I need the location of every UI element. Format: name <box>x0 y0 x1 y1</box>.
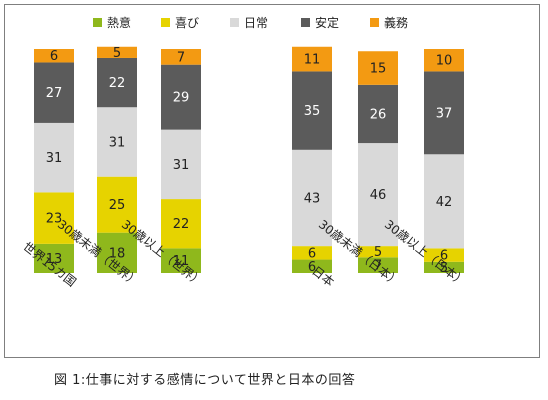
data-label: 27 <box>46 86 63 101</box>
data-label: 37 <box>436 106 453 121</box>
bar-segment <box>34 62 74 123</box>
bar-segment <box>161 129 201 200</box>
bar-segment <box>292 149 332 247</box>
data-label: 26 <box>370 107 387 122</box>
data-label: 6 <box>308 246 316 261</box>
bar-segment <box>424 248 464 262</box>
data-label: 25 <box>109 198 126 213</box>
bar-segment <box>34 49 74 63</box>
data-label: 15 <box>370 62 387 77</box>
bar-segment <box>424 49 464 72</box>
data-label: 6 <box>308 260 316 275</box>
data-label: 10 <box>436 54 453 69</box>
bar-segment <box>292 259 332 273</box>
bar-segment <box>161 49 201 65</box>
data-label: 35 <box>304 104 321 119</box>
data-label: 13 <box>46 252 63 267</box>
data-label: 31 <box>173 158 190 173</box>
data-label: 6 <box>50 49 58 64</box>
data-label: 23 <box>46 212 63 227</box>
bar-segment <box>358 143 398 247</box>
legend-swatch <box>230 18 239 27</box>
bar-segment <box>97 107 137 177</box>
legend-swatch <box>301 18 310 27</box>
bar-segment <box>292 71 332 150</box>
data-label: 31 <box>46 151 63 166</box>
data-label: 46 <box>370 188 387 203</box>
bar-segment <box>34 243 74 273</box>
legend-label: 日常 <box>244 16 268 30</box>
data-label: 18 <box>109 246 126 261</box>
data-label: 5 <box>113 46 121 61</box>
legend-swatch <box>161 18 170 27</box>
legend-label: 喜び <box>175 16 199 30</box>
bar-segment <box>424 261 464 273</box>
bar-segment <box>97 57 137 108</box>
bar-segment <box>34 192 74 244</box>
legend-swatch <box>370 18 379 27</box>
bar-segment <box>358 84 398 144</box>
data-label: 43 <box>304 191 321 206</box>
bar-segment <box>97 176 137 233</box>
data-label: 22 <box>109 76 126 91</box>
legend-label: 熱意 <box>107 15 131 30</box>
bar-segment <box>97 46 137 58</box>
bar-segment <box>97 232 137 273</box>
data-label: 5 <box>374 245 382 260</box>
bar-segment <box>358 246 398 258</box>
data-label: 29 <box>173 91 190 106</box>
data-label: 42 <box>436 195 453 210</box>
data-label: 5 <box>440 261 448 276</box>
data-label: 22 <box>173 217 190 232</box>
legend-swatch <box>93 18 102 27</box>
data-label: 7 <box>374 259 382 274</box>
legend-label: 義務 <box>384 15 408 30</box>
data-label: 7 <box>177 50 185 65</box>
data-label: 6 <box>440 249 448 264</box>
legend-label: 安定 <box>315 15 339 30</box>
data-label: 31 <box>109 135 126 150</box>
bar-segment <box>358 51 398 85</box>
bar-segment <box>161 199 201 249</box>
bar-segment <box>292 46 332 72</box>
data-label: 11 <box>173 254 190 269</box>
bar-segment <box>161 248 201 273</box>
bar-segment <box>34 122 74 193</box>
chart-frame: 熱意 喜び 日常 安定 義務 13 23 31 27 6 世界15カ国 18 25 31 22 5 30歳未満（… <box>4 4 540 358</box>
bar-segment <box>424 71 464 155</box>
bar-segment <box>161 64 201 130</box>
bar-segment <box>358 257 398 273</box>
data-label: 11 <box>304 53 321 68</box>
bar-segment <box>292 246 332 260</box>
bar-segment <box>424 154 464 249</box>
figure-caption: 図 1:仕事に対する感情について世界と日本の回答 <box>54 373 356 388</box>
